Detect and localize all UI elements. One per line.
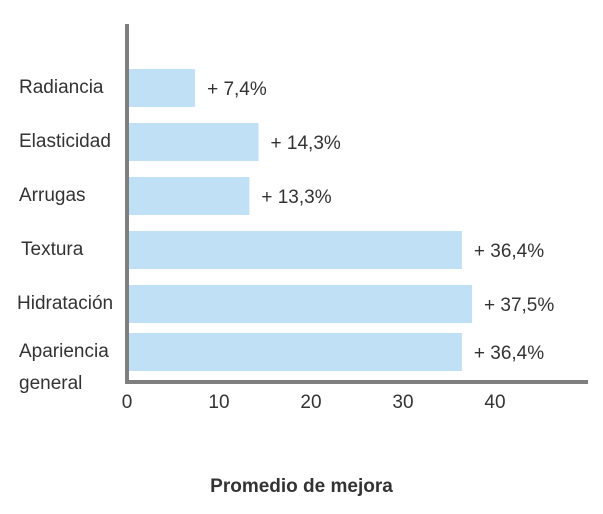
bar [127,333,462,371]
data-label: + 36,4% [474,241,544,262]
bar [127,123,259,161]
category-label: Apariencia [19,341,109,362]
category-label: Elasticidad [19,131,111,152]
x-tick-label: 30 [392,392,413,413]
category-label: Arrugas [19,185,86,206]
x-tick-label: 40 [484,392,505,413]
bar [127,231,462,269]
bar [127,69,196,107]
bar [127,177,250,215]
x-tick-label: 0 [122,392,133,413]
category-label: general [19,373,83,394]
x-tick-label: 20 [300,392,321,413]
data-label: + 37,5% [484,295,554,316]
x-tick-label: 10 [208,392,229,413]
data-label: + 13,3% [261,187,331,208]
data-label: + 36,4% [474,343,544,364]
category-label: Radiancia [19,77,104,98]
data-label: + 7,4% [207,79,267,100]
bar [127,285,472,323]
data-label: + 14,3% [271,133,341,154]
x-axis-label: Promedio de mejora [210,476,393,497]
category-label: Hidratación [17,293,114,314]
category-label: Textura [21,239,84,260]
